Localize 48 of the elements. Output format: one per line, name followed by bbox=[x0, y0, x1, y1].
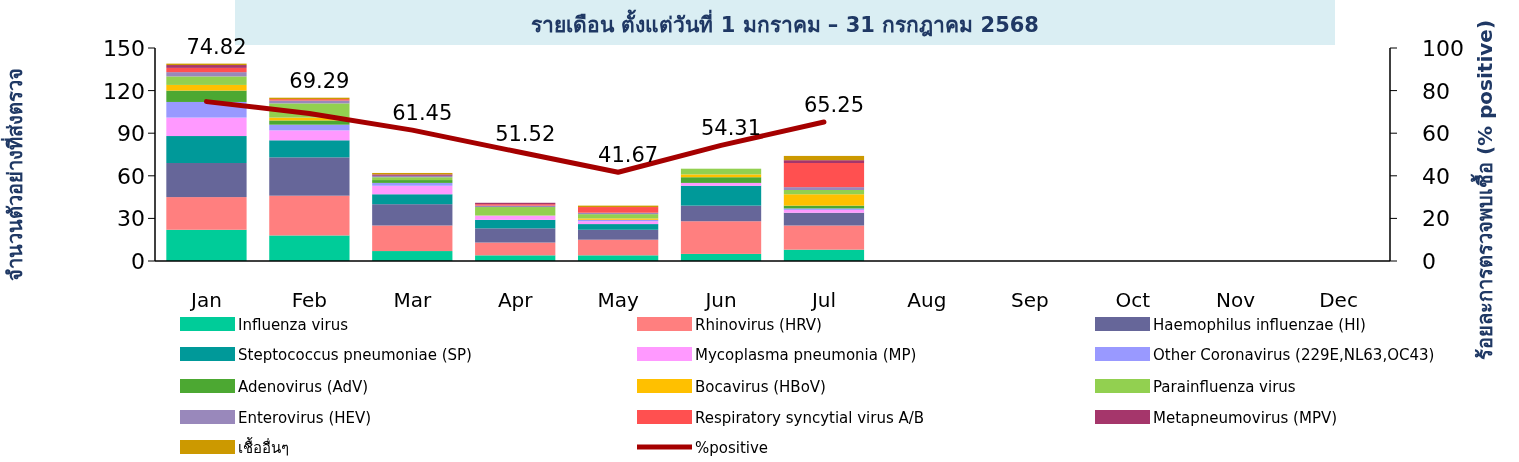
data-label: 41.67 bbox=[598, 143, 659, 168]
y2-tick-label: 0 bbox=[1422, 249, 1436, 274]
data-label: 51.52 bbox=[495, 122, 556, 147]
legend-label: Adenovirus (AdV) bbox=[238, 378, 369, 396]
legend-label: %positive bbox=[695, 439, 769, 457]
y-tick-label: 30 bbox=[117, 206, 145, 232]
legend-label: Parainfluenza virus bbox=[1153, 378, 1296, 396]
data-label: 61.45 bbox=[392, 101, 453, 126]
x-tick-label: Oct bbox=[1115, 288, 1151, 312]
legend-label: Rhinovirus (HRV) bbox=[695, 316, 822, 334]
legend-label: เชื้ออื่นๆ bbox=[238, 437, 289, 457]
data-label: 54.31 bbox=[700, 116, 762, 141]
x-tick-label: Dec bbox=[1319, 288, 1358, 312]
data-label: 74.82 bbox=[186, 34, 247, 59]
x-tick-label: Sep bbox=[1010, 288, 1049, 312]
y2-tick-label: 100 bbox=[1422, 36, 1464, 61]
data-label: 65.25 bbox=[803, 93, 865, 118]
legend-label: Metapneumovirus (MPV) bbox=[1153, 409, 1338, 427]
chart-title: รายเดือน ตั้งแต่วันที่ 1 มกราคม – 31 กรกฎาคม 2568 bbox=[531, 9, 1039, 37]
x-tick-label: Mar bbox=[393, 288, 432, 312]
legend-label: Influenza virus bbox=[238, 316, 349, 334]
x-tick-label: Aug bbox=[907, 288, 947, 312]
y-tick-label: 90 bbox=[117, 121, 145, 147]
legend-label: Other Coronavirus (229E,NL63,OC43) bbox=[1153, 346, 1435, 364]
x-tick-label: Nov bbox=[1216, 288, 1256, 312]
y2-tick-label: 40 bbox=[1422, 163, 1450, 189]
y-axis-title: จำนวนตัวอย่างที่ส่งตรวจ bbox=[0, 68, 27, 281]
x-tick-label: Jul bbox=[809, 288, 837, 312]
y2-tick-label: 60 bbox=[1422, 121, 1450, 147]
y2-tick-label: 20 bbox=[1422, 206, 1450, 232]
data-label: 69.29 bbox=[289, 68, 350, 93]
y-tick-label: 60 bbox=[117, 163, 145, 189]
x-tick-label: Jun bbox=[703, 288, 737, 312]
x-tick-label: May bbox=[597, 288, 639, 312]
y-tick-label: 0 bbox=[131, 249, 145, 274]
x-tick-label: Feb bbox=[291, 288, 328, 312]
y2-tick-label: 80 bbox=[1422, 78, 1450, 104]
legend-label: Haemophilus influenzae (HI) bbox=[1153, 316, 1366, 334]
legend-label: Respiratory syncytial virus A/B bbox=[695, 409, 925, 427]
x-tick-label: Apr bbox=[497, 288, 534, 312]
y-tick-label: 150 bbox=[103, 36, 145, 61]
y2-axis-title: ร้อยละการตรวจพบเชื้อ (% positive) bbox=[1470, 19, 1497, 361]
x-tick-label: Jan bbox=[189, 288, 222, 312]
legend-label: Mycoplasma pneumonia (MP) bbox=[695, 346, 917, 364]
legend-label: Bocavirus (HBoV) bbox=[695, 378, 826, 396]
legend-label: Steptococcus pneumoniae (SP) bbox=[238, 346, 472, 364]
y-tick-label: 120 bbox=[103, 78, 145, 104]
legend-label: Enterovirus (HEV) bbox=[238, 409, 372, 427]
